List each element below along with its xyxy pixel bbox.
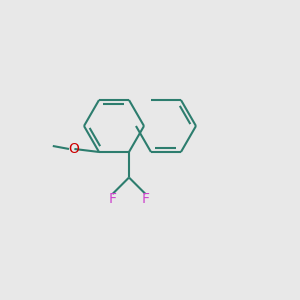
Text: O: O	[68, 142, 79, 156]
Text: F: F	[142, 192, 149, 206]
Text: F: F	[109, 192, 116, 206]
